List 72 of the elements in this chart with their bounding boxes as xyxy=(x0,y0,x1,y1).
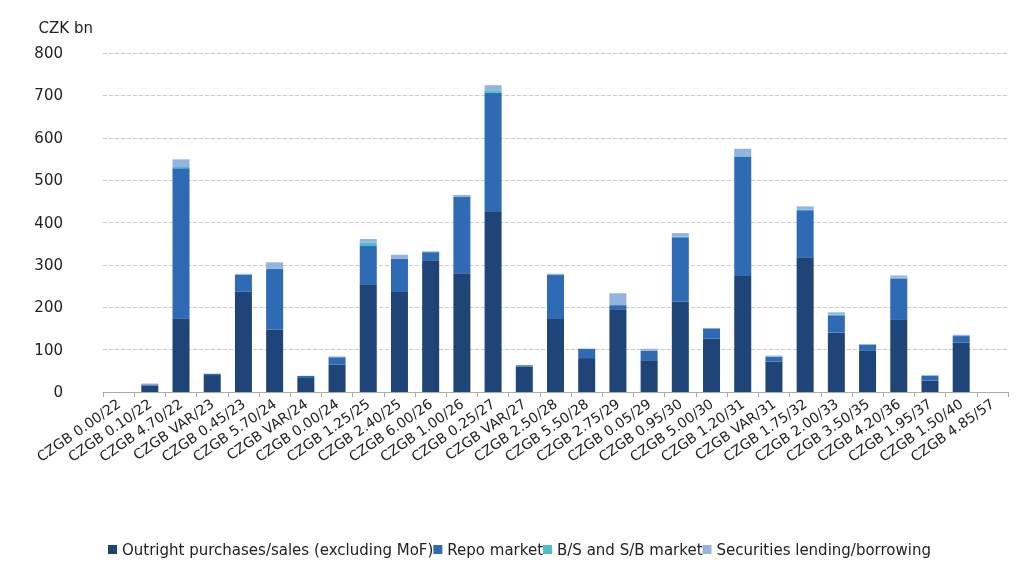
bar xyxy=(422,252,440,261)
bar xyxy=(453,197,471,274)
y-tick-label: 400 xyxy=(34,213,63,232)
y-tick-label: 0 xyxy=(53,383,63,401)
bar xyxy=(703,328,721,339)
bar xyxy=(297,375,315,379)
bar xyxy=(203,375,221,392)
bar xyxy=(359,245,377,285)
bar xyxy=(827,315,845,333)
bar xyxy=(578,358,596,392)
bar xyxy=(921,375,939,381)
bar xyxy=(734,148,752,156)
bar xyxy=(859,344,877,351)
bar xyxy=(859,350,877,392)
bar xyxy=(172,159,190,167)
bar xyxy=(952,336,970,343)
bar xyxy=(297,378,315,392)
y-tick-label: 600 xyxy=(34,128,63,147)
y-tick-label: 100 xyxy=(34,340,63,359)
bar xyxy=(266,269,284,330)
bar xyxy=(390,254,408,259)
y-tick-label: 500 xyxy=(34,171,63,190)
bar xyxy=(484,211,502,392)
bar xyxy=(234,274,252,292)
bar xyxy=(734,156,752,276)
bar xyxy=(328,357,346,365)
bar xyxy=(703,338,721,392)
bar xyxy=(671,237,689,302)
bar xyxy=(172,168,190,319)
y-tick-label: 800 xyxy=(34,44,63,62)
bar xyxy=(734,275,752,392)
bar xyxy=(827,332,845,392)
bar xyxy=(640,348,658,351)
bar xyxy=(671,301,689,392)
bar xyxy=(890,278,908,320)
bar xyxy=(547,275,564,320)
y-axis-title: CZK bn xyxy=(38,18,93,37)
bar xyxy=(172,318,190,392)
bar xyxy=(890,319,908,392)
bar xyxy=(328,364,346,392)
bar xyxy=(765,361,783,392)
bar xyxy=(640,360,658,392)
y-tick-label: 300 xyxy=(34,255,63,274)
bar xyxy=(609,293,627,306)
bar xyxy=(952,342,970,392)
bar xyxy=(266,262,284,269)
bar xyxy=(796,257,814,392)
bar xyxy=(359,284,377,392)
bar xyxy=(484,85,502,91)
bar xyxy=(390,258,408,292)
legend-label: Outright purchases/sales (excluding MoF) xyxy=(122,540,434,559)
bar xyxy=(453,273,471,392)
bar xyxy=(640,350,658,361)
bar xyxy=(609,309,627,392)
bar xyxy=(921,380,939,392)
y-tick-label: 200 xyxy=(34,298,63,317)
bar xyxy=(547,319,564,392)
bar xyxy=(266,329,284,392)
bar xyxy=(422,260,440,392)
y-tick-label: 700 xyxy=(34,86,63,105)
bar xyxy=(484,92,502,212)
bar xyxy=(390,292,408,392)
bar xyxy=(796,210,814,258)
bar xyxy=(484,90,502,93)
legend-label: Repo market xyxy=(447,540,544,559)
bar xyxy=(609,305,627,310)
bar xyxy=(234,291,252,392)
bar xyxy=(578,348,596,359)
bar xyxy=(515,366,533,392)
legend-label: B/S and S/B market xyxy=(557,540,703,559)
bar xyxy=(453,194,471,198)
legend-label: Securities lending/borrowing xyxy=(716,540,931,559)
